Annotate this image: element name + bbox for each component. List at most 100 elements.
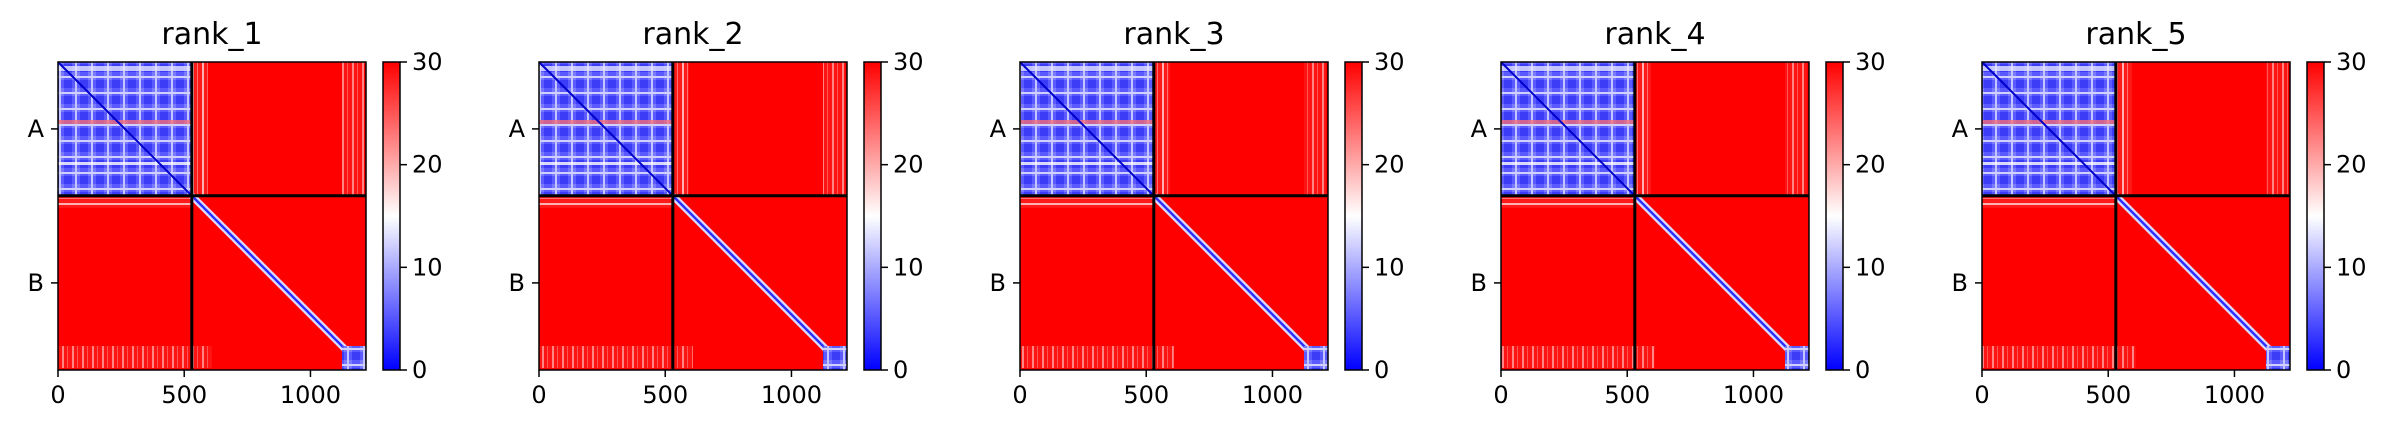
heatmap-stripes — [1020, 195, 1154, 208]
colorbar — [1345, 62, 1362, 370]
chart-title: rank_2 — [642, 17, 743, 52]
x-tick-label: 500 — [2085, 381, 2131, 409]
colorbar-tick-label: 20 — [1855, 151, 1886, 179]
x-tick-label: 500 — [1123, 381, 1169, 409]
heatmap-band — [1020, 162, 1154, 165]
x-tick-label: 0 — [531, 381, 546, 409]
colorbar-tick-label: 0 — [1855, 356, 1870, 384]
colorbar-tick-label: 0 — [893, 356, 908, 384]
panel-rank_1: rank_1 0 500 1000 A B 0 10 20 30 — [28, 17, 443, 409]
heatmap-band — [1020, 120, 1154, 124]
heatmap-stripes — [1501, 346, 1655, 368]
chart-title: rank_4 — [1604, 17, 1705, 52]
heatmap-stripes — [823, 62, 845, 196]
heatmap-domain — [1785, 346, 1809, 370]
heatmap-stripes — [1982, 195, 2116, 208]
heatmap-band — [1982, 120, 2116, 124]
heatmap-band — [1982, 162, 2116, 165]
heatmap-stripes — [672, 62, 689, 196]
y-tick-label: A — [509, 115, 526, 143]
colorbar-frame — [382, 61, 401, 371]
heatmap-band — [58, 66, 192, 71]
heatmap-stripes — [342, 62, 364, 196]
heatmap-band — [1020, 66, 1154, 71]
colorbar-tick-label: 30 — [893, 48, 924, 76]
panel-rank_4: rank_4 0 500 1000 A B 0 10 20 30 — [1471, 17, 1886, 409]
heatmap-stripes — [2115, 62, 2132, 196]
heatmap-band — [58, 162, 192, 165]
heatmap-stripes — [1020, 346, 1174, 368]
x-tick-label: 1000 — [2204, 381, 2265, 409]
heatmap-stripes — [1501, 195, 1635, 208]
heatmap-band — [58, 120, 192, 124]
panel-rank_5: rank_5 0 500 1000 A B 0 10 20 30 — [1952, 17, 2367, 409]
colorbar-frame — [2306, 61, 2325, 371]
x-tick-label: 1000 — [1242, 381, 1303, 409]
heatmap-stripes — [1153, 62, 1170, 196]
heatmap-diagonal — [1633, 194, 1796, 357]
colorbar-frame — [1825, 61, 1844, 371]
x-tick-label: 1000 — [280, 381, 341, 409]
heatmap-diagonal — [1981, 61, 2117, 197]
colorbar-tick-label: 20 — [1374, 151, 1405, 179]
heatmap-diagonal — [671, 194, 834, 357]
heatmap-stripes — [539, 346, 693, 368]
heatmap-domain — [823, 346, 847, 370]
y-tick-label: A — [1471, 115, 1488, 143]
colorbar-tick-label: 10 — [1374, 253, 1405, 281]
heatmap-stripes — [539, 195, 673, 208]
y-tick-label: B — [509, 269, 525, 297]
heatmap-domain — [2266, 346, 2290, 370]
heatmap-stripes — [2266, 62, 2288, 196]
y-tick-label: B — [1471, 269, 1487, 297]
x-tick-label: 0 — [1012, 381, 1027, 409]
y-tick-label: B — [990, 269, 1006, 297]
heatmap-stripes — [58, 346, 212, 368]
colorbar-tick-label: 20 — [2336, 151, 2367, 179]
x-tick-label: 500 — [642, 381, 688, 409]
colorbar-tick-label: 20 — [412, 151, 443, 179]
axes-frame — [1981, 61, 2291, 371]
colorbar-tick-label: 30 — [412, 48, 443, 76]
heatmap-band — [1501, 66, 1635, 71]
heatmap-band — [539, 120, 673, 124]
colorbar — [1826, 62, 1843, 370]
colorbar-tick-label: 0 — [2336, 356, 2351, 384]
heatmap-diagonal — [1152, 194, 1315, 357]
colorbar — [383, 62, 400, 370]
heatmap-diagonal — [2114, 194, 2277, 357]
y-tick-label: A — [990, 115, 1007, 143]
heatmap-band — [1501, 120, 1635, 124]
x-tick-label: 500 — [161, 381, 207, 409]
heatmap-diagonal — [57, 61, 193, 197]
x-tick-label: 1000 — [761, 381, 822, 409]
y-tick-label: A — [28, 115, 45, 143]
heatmap-stripes — [1982, 346, 2136, 368]
heatmap-stripes — [1634, 62, 1651, 196]
colorbar-tick-label: 30 — [2336, 48, 2367, 76]
colorbar-tick-label: 20 — [893, 151, 924, 179]
heatmap-stripes — [1304, 62, 1326, 196]
colorbar-tick-label: 10 — [2336, 253, 2367, 281]
colorbar — [2307, 62, 2324, 370]
heatmap-band — [539, 162, 673, 165]
chart-title: rank_1 — [161, 17, 262, 52]
heatmap-diagonal — [1019, 61, 1155, 197]
axes-frame — [57, 61, 367, 371]
heatmap-stripes — [191, 62, 208, 196]
heatmap-band — [1501, 162, 1635, 165]
panel-rank_3: rank_3 0 500 1000 A B 0 10 20 30 — [990, 17, 1405, 409]
heatmap-domain — [342, 346, 366, 370]
chart-title: rank_5 — [2085, 17, 2186, 52]
heatmap-diagonal — [1500, 61, 1636, 197]
heatmap-stripes — [1785, 62, 1807, 196]
colorbar-tick-label: 10 — [412, 253, 443, 281]
x-tick-label: 0 — [1974, 381, 1989, 409]
x-tick-label: 0 — [50, 381, 65, 409]
heatmap-diagonal — [190, 194, 353, 357]
colorbar — [864, 62, 881, 370]
axes-frame — [1019, 61, 1329, 371]
heatmap-domain — [1304, 346, 1328, 370]
heatmap-band — [539, 66, 673, 71]
